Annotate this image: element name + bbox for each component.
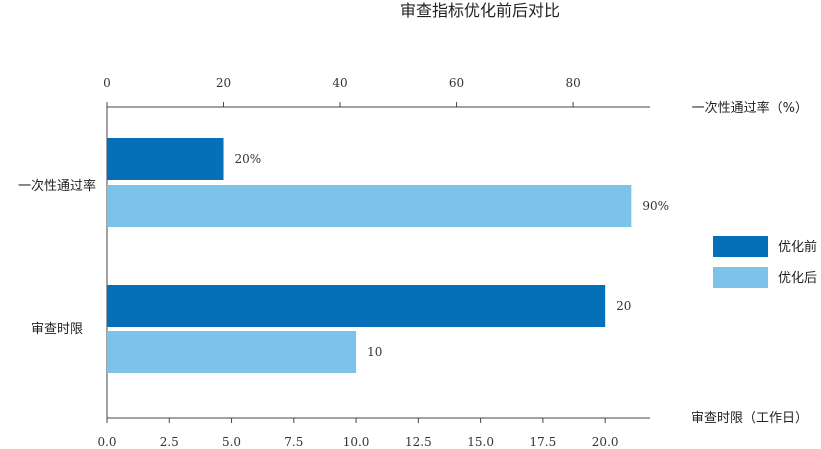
bottom-axis-tick-label: 12.5 [405,435,432,449]
chart-title: 审查指标优化前后对比 [400,1,560,20]
bar [107,331,357,373]
legend-label: 优化前 [778,239,817,255]
top-axis-tick-label: 0 [103,76,111,90]
bottom-axis-tick-label: 15.0 [467,435,494,449]
top-axis-title: 一次性通过率（%） [692,100,808,116]
bar [107,185,632,227]
legend-swatch [713,267,768,288]
bottom-axis-tick-label: 20.0 [592,435,619,449]
category-label: 审查时限 [31,322,83,337]
bar-value-label: 90% [642,199,669,213]
bar [107,138,224,180]
bottom-axis-tick-label: 7.5 [284,435,303,449]
bar [107,285,606,327]
data-labels: 20% 90% 20 10 [235,152,670,359]
top-axis-tick-label: 20 [216,76,231,90]
bottom-axis-tick-label: 0.0 [97,435,116,449]
category-label: 一次性通过率 [18,178,96,194]
bars [107,138,632,373]
bottom-axis-tick-label: 5.0 [222,435,241,449]
bar-value-label: 20 [616,299,631,313]
bottom-axis-tick-label: 10.0 [343,435,370,449]
bottom-axis-tick-label: 17.5 [530,435,557,449]
bar-value-label: 10 [367,345,382,359]
top-axis-tick-label: 80 [565,76,580,90]
legend-label: 优化后 [778,271,817,286]
bottom-axis-tick-label: 2.5 [160,435,179,449]
top-axis-tick-label: 60 [449,76,464,90]
top-axis-tick-label: 40 [332,76,347,90]
legend-swatch [713,236,768,257]
bar-value-label: 20% [235,152,262,166]
axes: 0 20 40 60 80 一次性通过率（%） 0.0 2.5 5.0 7.5 10.0 12.5 15… [18,76,808,449]
bottom-axis-title: 审查时限（工作日） [691,411,808,426]
